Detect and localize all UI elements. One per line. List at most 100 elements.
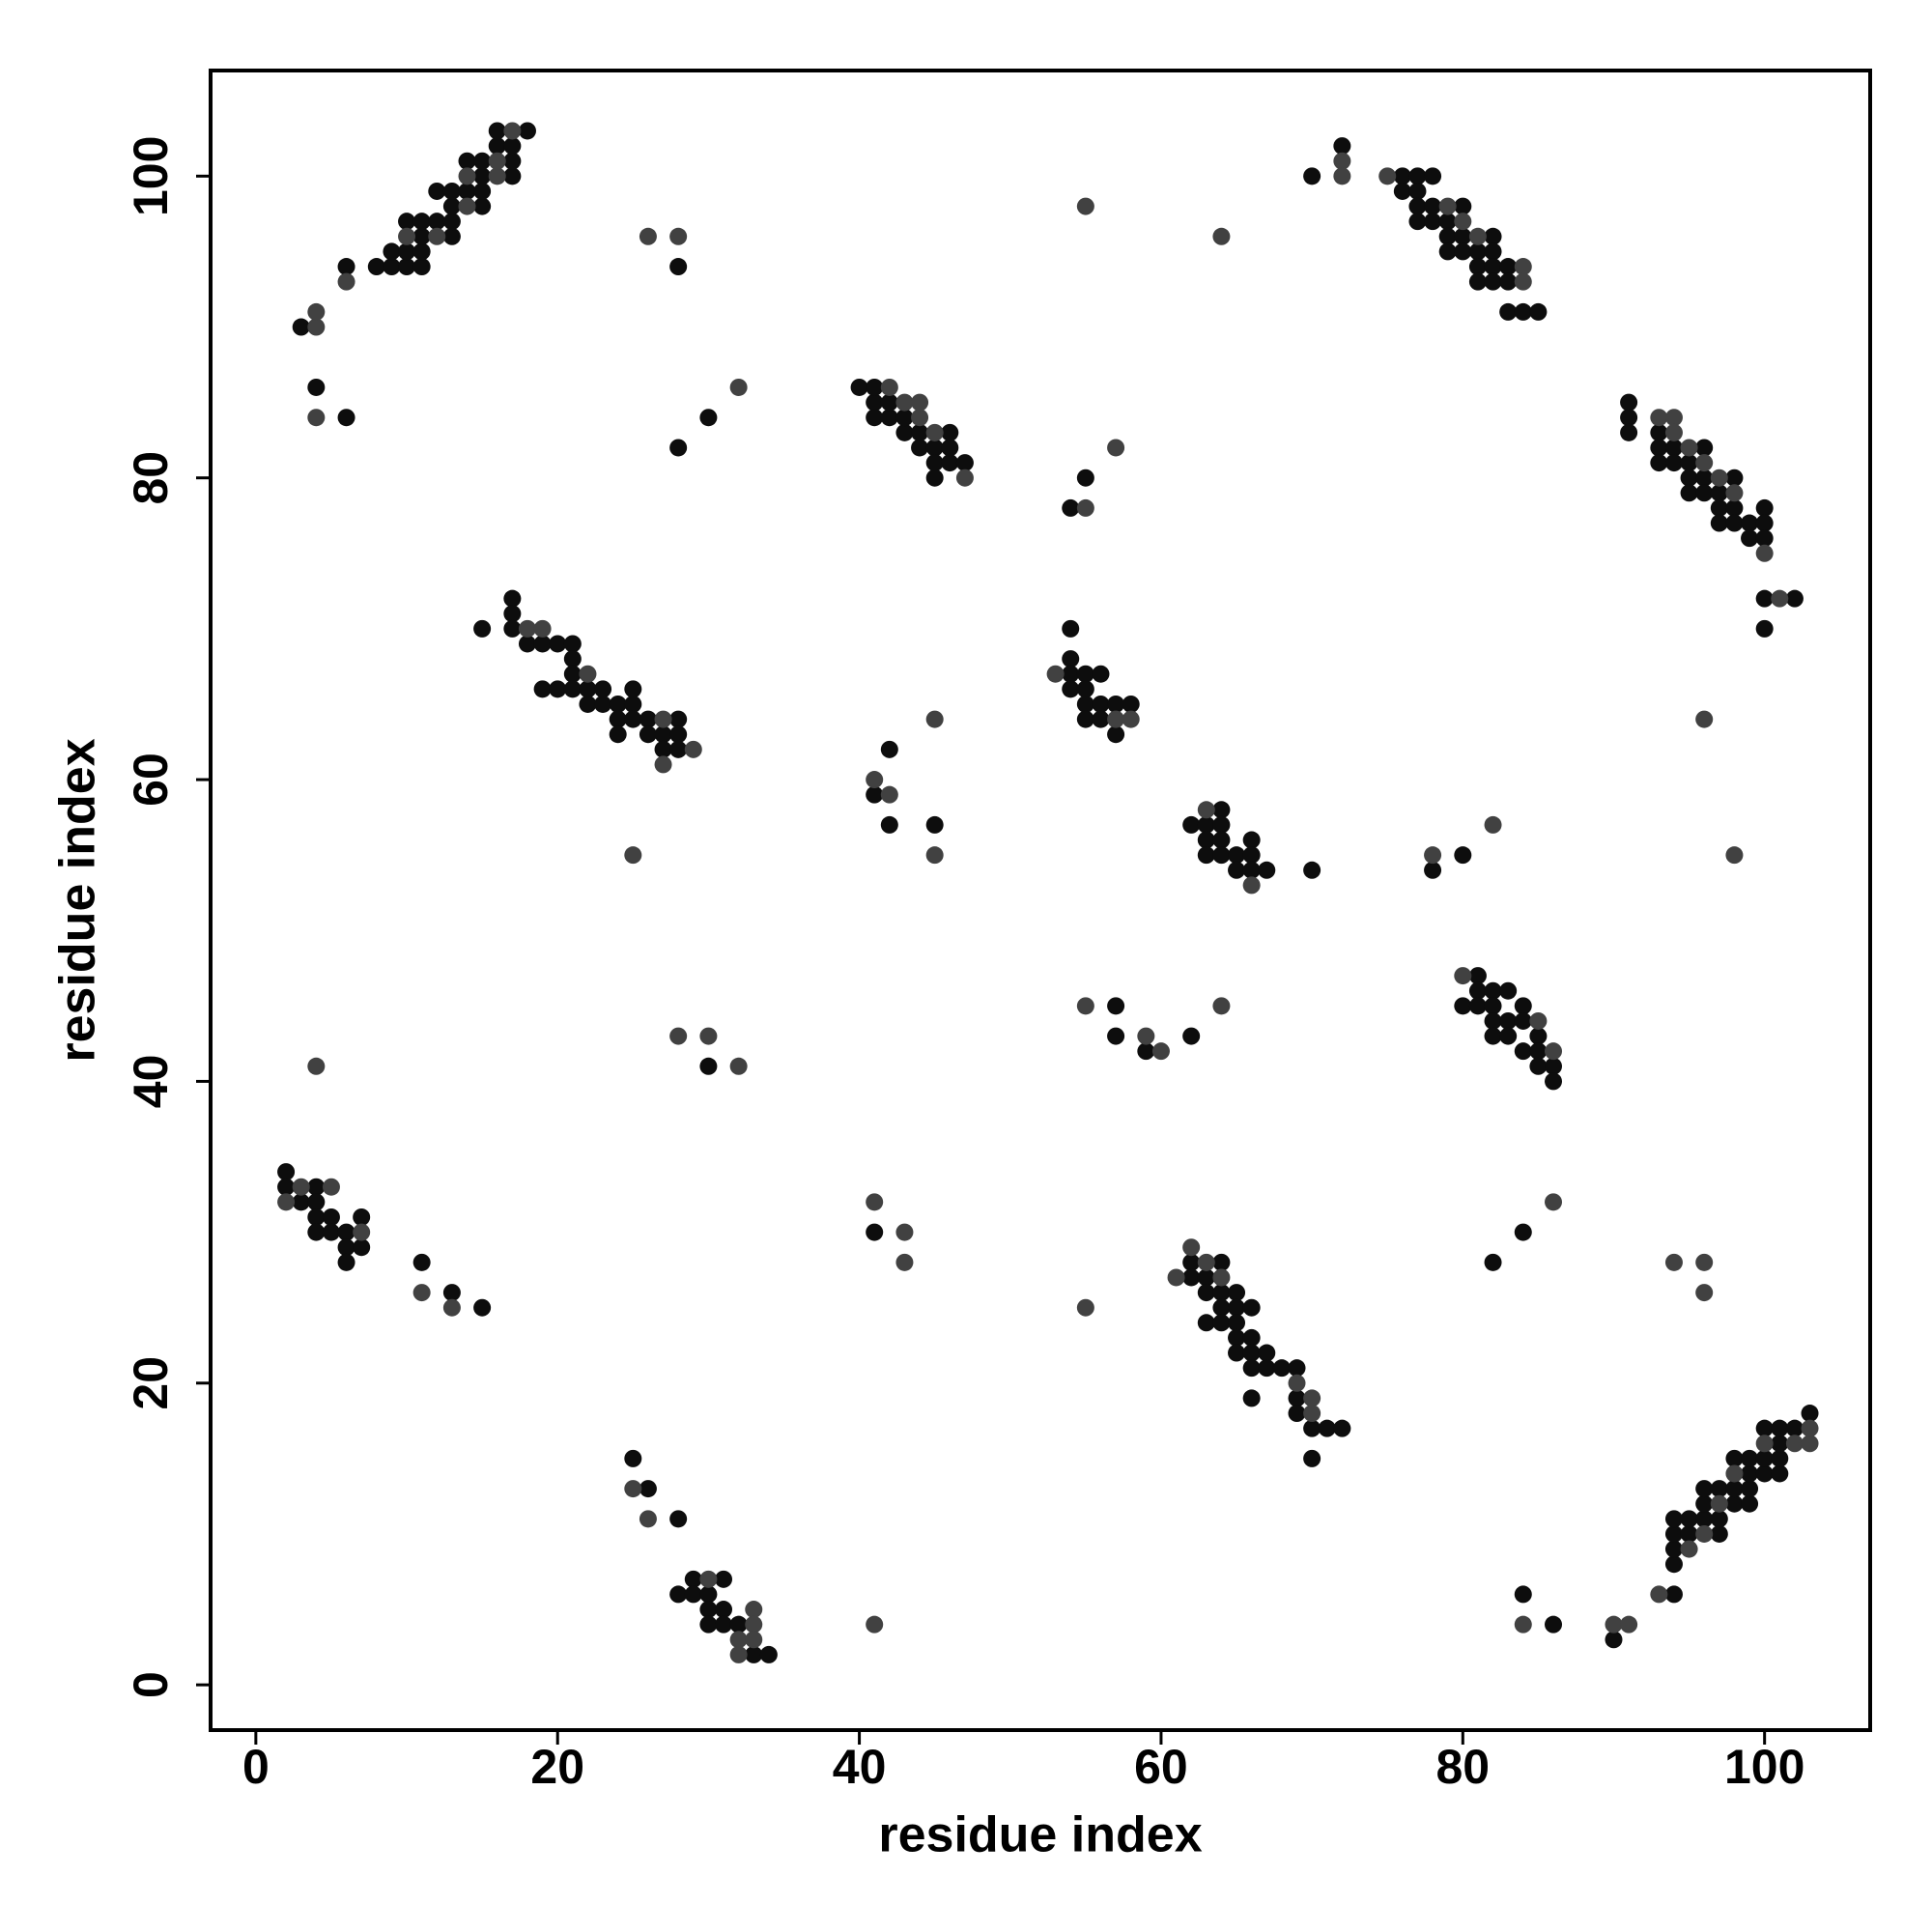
point [1333,137,1351,156]
point [1725,1480,1744,1498]
point [1182,1238,1201,1257]
point [1212,1253,1231,1271]
point [1062,680,1080,698]
point [1680,484,1698,502]
point [684,1570,702,1588]
point [895,1253,914,1271]
point [1695,469,1714,487]
point [715,1615,733,1634]
point [412,242,431,261]
point [1258,861,1276,879]
point [442,197,461,215]
point [925,846,944,865]
point [759,1645,778,1663]
point [458,197,476,215]
point [1107,725,1125,744]
point [398,227,416,245]
point [1438,213,1457,231]
point [925,710,944,728]
point [1468,997,1487,1015]
point [925,423,944,441]
point [1695,484,1714,502]
point [1062,650,1080,668]
point [412,213,431,231]
point [1468,272,1487,291]
point [925,469,944,487]
point [866,378,884,396]
point [1710,484,1728,502]
point [1228,1344,1246,1362]
point [1725,1494,1744,1513]
point [1076,498,1094,517]
point [277,1178,296,1196]
point [866,409,884,427]
point [367,258,385,276]
point [729,1615,748,1634]
point [503,167,522,185]
point [1288,1389,1306,1407]
point [1695,710,1714,728]
point [925,454,944,472]
point [1695,1510,1714,1528]
point [624,680,642,698]
point [1664,423,1683,441]
point [866,785,884,804]
point [1695,1524,1714,1543]
y-tick-label: 20 [124,1356,178,1410]
point [488,122,506,140]
point [549,680,567,698]
plot-frame [209,69,1872,1732]
point [699,409,718,427]
point [1076,665,1094,683]
point [1620,393,1638,412]
point [1680,454,1698,472]
point [699,1601,718,1619]
point [1122,710,1140,728]
point [1484,258,1502,276]
point [654,755,672,774]
point [503,605,522,623]
point [1092,695,1110,713]
point [322,1223,340,1241]
point [518,635,536,653]
point [1741,514,1759,532]
point [895,1223,914,1241]
point [1092,665,1110,683]
point [1755,1435,1774,1453]
point [1785,589,1804,608]
point [1514,1011,1532,1030]
point [669,1510,688,1528]
point [1288,1359,1306,1378]
point [337,1223,355,1241]
point [925,815,944,834]
point [1529,1011,1548,1030]
point [1046,665,1065,683]
point [1725,846,1744,865]
point [1182,1268,1201,1287]
point [1650,423,1668,441]
point [1076,997,1094,1015]
point [1212,846,1231,865]
point [503,122,522,140]
point [1408,197,1427,215]
point [1454,213,1472,231]
point [1710,1494,1728,1513]
point [1197,1253,1215,1271]
point [337,1238,355,1257]
point [1664,1585,1683,1604]
point [1650,409,1668,427]
point [428,182,446,200]
point [1695,454,1714,472]
point [1695,1284,1714,1302]
point [1076,197,1094,215]
point [1318,1419,1336,1437]
point [1137,1042,1155,1061]
point [1514,997,1532,1015]
point [488,152,506,170]
point [579,680,597,698]
point [1664,1253,1683,1271]
point [850,378,868,396]
point [1710,1524,1728,1543]
point [1076,469,1094,487]
point [442,213,461,231]
